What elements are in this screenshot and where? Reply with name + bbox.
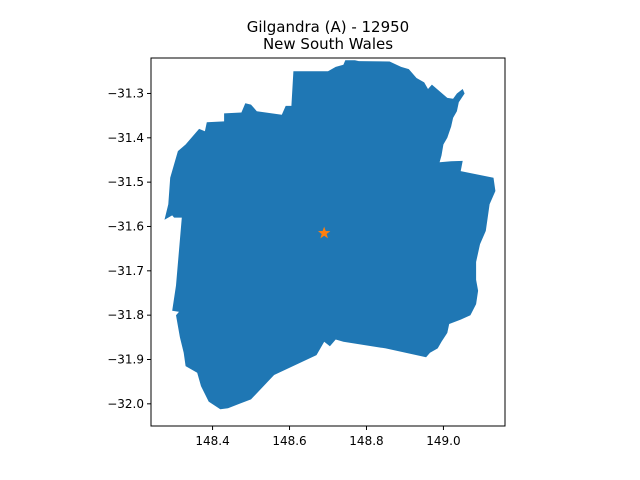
y-tick-label: −31.4	[107, 131, 144, 145]
x-tick-label: 149.0	[426, 434, 460, 448]
y-tick-label: −32.0	[107, 397, 144, 411]
x-axis: 148.4 148.6 148.8 149.0	[195, 426, 461, 448]
y-tick-label: −31.3	[107, 86, 144, 100]
x-tick-label: 148.8	[349, 434, 383, 448]
plot-area	[164, 60, 496, 410]
x-tick-label: 148.4	[195, 434, 229, 448]
y-tick-label: −31.7	[107, 264, 144, 278]
centroid-star-marker	[317, 226, 331, 239]
map-title-line2: New South Wales	[263, 35, 393, 53]
y-tick-label: −31.9	[107, 352, 144, 366]
x-tick-label: 148.6	[272, 434, 306, 448]
region-boundary	[164, 60, 496, 410]
axes-frame	[150, 57, 506, 427]
map-title-line1: Gilgandra (A) - 12950	[247, 18, 409, 36]
y-tick-label: −31.6	[107, 219, 144, 233]
y-tick-label: −31.5	[107, 175, 144, 189]
y-axis: −31.3 −31.4 −31.5 −31.6 −31.7 −31.8 −31.9 −32.0	[107, 86, 151, 411]
y-tick-label: −31.8	[107, 308, 144, 322]
